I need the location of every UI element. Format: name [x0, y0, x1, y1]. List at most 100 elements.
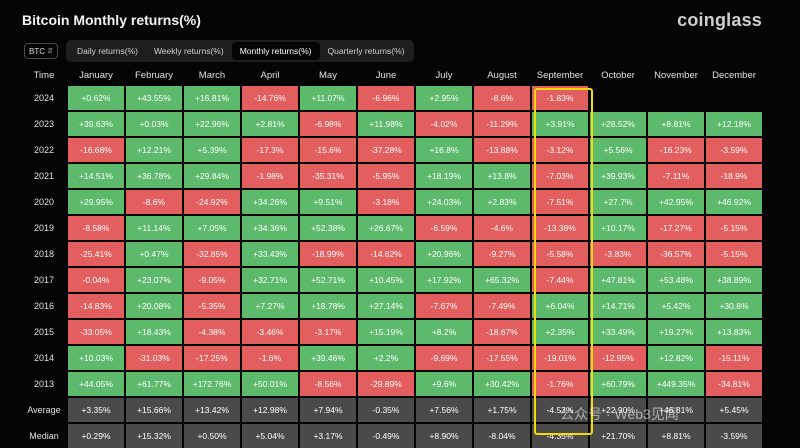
return-cell: +2.83% — [474, 190, 530, 214]
watermark-text: 公众号 · Web3见闻 — [560, 406, 679, 422]
return-cell: +3.91% — [532, 112, 588, 136]
return-cell: -4.38% — [184, 320, 240, 344]
stat-cell: +7.94% — [300, 398, 356, 422]
return-cell: -11.29% — [474, 112, 530, 136]
return-cell: +2.2% — [358, 346, 414, 370]
return-cell: +7.27% — [242, 294, 298, 318]
return-cell: +2.81% — [242, 112, 298, 136]
stat-cell: +22.90% — [590, 398, 646, 422]
return-cell: -7.49% — [474, 294, 530, 318]
brand-logo: coinglass — [677, 10, 762, 30]
return-cell: -8.58% — [68, 216, 124, 240]
column-header-month: July — [435, 69, 453, 81]
return-cell: +20.08% — [126, 294, 182, 318]
stat-cell: +12.98% — [242, 398, 298, 422]
return-cell: +27.14% — [358, 294, 414, 318]
column-header-month: June — [375, 69, 397, 81]
monthly-returns-table: Time January February March April May June July… — [22, 66, 762, 448]
stat-row-label: Median — [29, 431, 59, 441]
coin-select-value: BTC — [29, 46, 45, 56]
return-cell: +5.39% — [184, 138, 240, 162]
return-cell: -18.9% — [706, 164, 762, 188]
return-cell: +2.95% — [416, 86, 472, 110]
stat-cell: +21.70% — [590, 424, 646, 448]
return-cell: -7.67% — [416, 294, 472, 318]
return-cell: +39.63% — [68, 112, 124, 136]
stat-cell: +7.56% — [416, 398, 472, 422]
return-cell: -7.03% — [532, 164, 588, 188]
return-cell: +46.92% — [706, 190, 762, 214]
return-cell: -1.83% — [532, 86, 588, 110]
row-year-label: 2013 — [33, 379, 55, 389]
return-cell: +34.36% — [242, 216, 298, 240]
return-cell: +26.67% — [358, 216, 414, 240]
return-cell: -19.01% — [532, 346, 588, 370]
row-year-label: 2024 — [33, 93, 55, 103]
return-cell: -9.05% — [184, 268, 240, 292]
return-cell: -7.51% — [532, 190, 588, 214]
return-cell: -24.92% — [184, 190, 240, 214]
return-cell: -32.85% — [184, 242, 240, 266]
return-cell: -3.59% — [706, 138, 762, 162]
return-cell: +12.82% — [648, 346, 704, 370]
return-cell: +11.98% — [358, 112, 414, 136]
return-cell: -18.67% — [474, 320, 530, 344]
stat-cell: +1.75% — [474, 398, 530, 422]
tab-monthly-returns[interactable]: Monthly returns(%) — [231, 42, 320, 60]
return-cell: +11.14% — [126, 216, 182, 240]
stat-row-label: Average — [27, 405, 61, 415]
return-cell: +16.81% — [184, 86, 240, 110]
return-cell: +36.78% — [126, 164, 182, 188]
stat-cell: +0.50% — [184, 424, 240, 448]
return-cell: +5.42% — [648, 294, 704, 318]
return-cell: -36.57% — [648, 242, 704, 266]
return-cell: +12.21% — [126, 138, 182, 162]
row-year-label: 2017 — [33, 275, 55, 285]
coin-select[interactable]: BTC ⇵ — [24, 43, 58, 59]
return-cell: -18.99% — [300, 242, 356, 266]
return-cell: +14.71% — [590, 294, 646, 318]
row-year-label: 2015 — [33, 327, 55, 337]
stat-cell: -0.49% — [358, 424, 414, 448]
return-cell: +33.43% — [242, 242, 298, 266]
row-year-label: 2022 — [33, 145, 55, 155]
return-cell: +8.81% — [648, 112, 704, 136]
tab-weekly-returns[interactable]: Weekly returns(%) — [153, 46, 224, 56]
return-cell: +18.43% — [126, 320, 182, 344]
column-header-month: November — [654, 69, 698, 81]
column-header-month: March — [198, 69, 226, 81]
tab-daily-returns[interactable]: Daily returns(%) — [77, 46, 138, 56]
return-cell: -1.76% — [532, 372, 588, 396]
return-cell: -9.27% — [474, 242, 530, 266]
stat-cell: +0.29% — [68, 424, 124, 448]
return-cell: -14.62% — [358, 242, 414, 266]
row-year-label: 2020 — [33, 197, 55, 207]
stat-cell: -0.35% — [358, 398, 414, 422]
return-cell: -5.95% — [358, 164, 414, 188]
return-cell: +10.03% — [68, 346, 124, 370]
return-cell: +32.71% — [242, 268, 298, 292]
return-cell: +47.81% — [590, 268, 646, 292]
return-cell: -6.96% — [358, 86, 414, 110]
row-year-label: 2014 — [33, 353, 55, 363]
return-cell: -3.17% — [300, 320, 356, 344]
return-cell: +23.07% — [126, 268, 182, 292]
return-cell: +9.6% — [416, 372, 472, 396]
return-cell: +11.07% — [300, 86, 356, 110]
page-title: Bitcoin Monthly returns(%) — [22, 12, 201, 28]
tab-quarterly-returns[interactable]: Quarterly returns(%) — [327, 46, 405, 56]
column-header-month: April — [260, 69, 280, 81]
return-cell: -7.11% — [648, 164, 704, 188]
return-cell: +44.05% — [68, 372, 124, 396]
return-cell: -16.68% — [68, 138, 124, 162]
return-cell: +5.56% — [590, 138, 646, 162]
column-header-month: September — [536, 69, 584, 81]
return-cell: -1.98% — [242, 164, 298, 188]
return-cell: +10.17% — [590, 216, 646, 240]
stat-cell: +5.04% — [242, 424, 298, 448]
return-cell: -8.56% — [300, 372, 356, 396]
return-cell: +39.93% — [590, 164, 646, 188]
row-year-label: 2021 — [33, 171, 55, 181]
return-cell: +43.55% — [126, 86, 182, 110]
return-cell: +38.89% — [706, 268, 762, 292]
